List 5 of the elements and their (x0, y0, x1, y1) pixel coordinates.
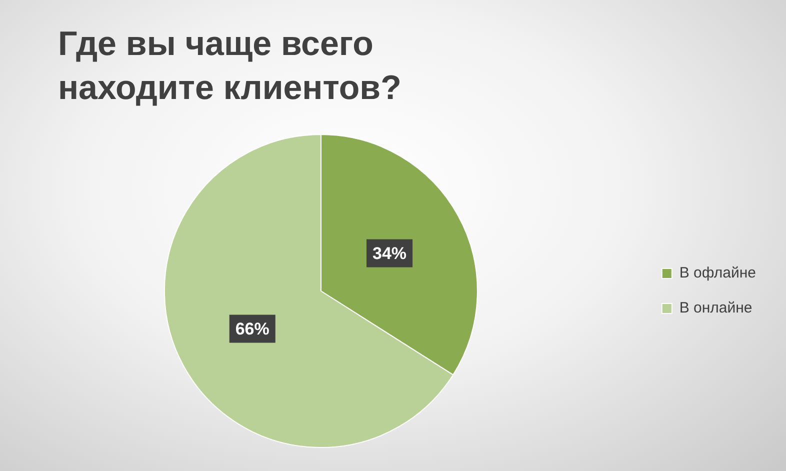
data-label: 66% (235, 319, 270, 338)
legend-label: В онлайне (679, 300, 752, 317)
chart-title: Где вы чаще всего находите клиентов? (58, 24, 402, 109)
data-label: 34% (372, 244, 407, 263)
legend-label: В офлайне (679, 264, 756, 282)
